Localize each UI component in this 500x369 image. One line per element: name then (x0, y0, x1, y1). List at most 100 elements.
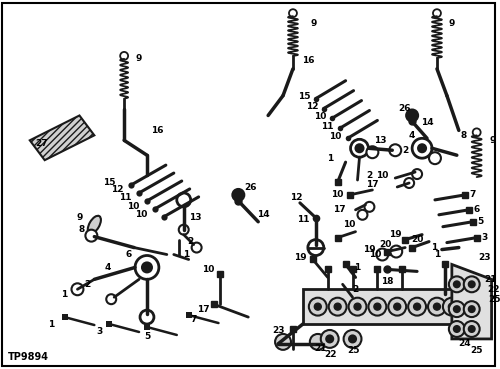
Circle shape (418, 144, 426, 152)
Text: 25: 25 (470, 346, 483, 355)
Text: 26: 26 (244, 183, 256, 193)
Text: 17: 17 (198, 305, 210, 314)
Text: 2: 2 (84, 280, 90, 289)
Text: 22: 22 (488, 285, 500, 294)
Text: 13: 13 (190, 213, 202, 222)
Text: 10: 10 (314, 112, 326, 121)
Circle shape (140, 310, 154, 324)
Text: 15: 15 (103, 177, 116, 186)
Circle shape (464, 276, 479, 292)
Bar (303, 289, 462, 324)
Text: 11: 11 (322, 122, 334, 131)
Text: 10: 10 (344, 220, 356, 229)
Text: 23: 23 (272, 327, 284, 335)
Text: 16: 16 (150, 126, 163, 135)
Circle shape (364, 202, 374, 212)
Text: TP9894: TP9894 (8, 352, 49, 362)
Circle shape (177, 193, 190, 207)
Circle shape (328, 298, 346, 315)
Circle shape (349, 335, 356, 342)
Circle shape (448, 303, 456, 310)
Text: 12: 12 (306, 102, 318, 111)
Circle shape (275, 334, 291, 350)
Circle shape (354, 303, 361, 310)
Circle shape (390, 246, 402, 258)
Circle shape (404, 178, 414, 188)
Text: 5: 5 (478, 217, 484, 226)
Text: 21: 21 (314, 344, 327, 354)
Text: 14: 14 (257, 210, 270, 219)
Text: 2: 2 (402, 146, 408, 155)
Text: 15: 15 (298, 92, 310, 101)
Text: 8: 8 (460, 131, 467, 140)
Text: 3: 3 (482, 233, 488, 242)
Circle shape (344, 330, 361, 348)
Text: 1: 1 (62, 290, 68, 299)
Text: 27: 27 (36, 139, 48, 148)
Text: 20: 20 (411, 235, 424, 244)
Circle shape (356, 144, 364, 152)
Text: 20: 20 (379, 240, 392, 249)
Circle shape (314, 303, 322, 310)
Circle shape (454, 326, 460, 332)
Text: 17: 17 (366, 180, 378, 190)
Circle shape (334, 303, 341, 310)
Circle shape (106, 294, 116, 304)
Circle shape (468, 306, 474, 312)
Text: 9: 9 (76, 213, 82, 222)
Text: 10: 10 (202, 265, 214, 274)
Text: 10: 10 (376, 170, 388, 180)
Text: 4: 4 (409, 131, 416, 140)
Text: 23: 23 (478, 253, 491, 262)
Circle shape (412, 169, 422, 179)
Circle shape (310, 334, 326, 350)
Text: 8: 8 (78, 225, 84, 234)
Text: 10: 10 (332, 190, 344, 199)
Text: 19: 19 (389, 230, 402, 239)
Circle shape (326, 335, 333, 342)
Circle shape (390, 144, 401, 156)
Text: 19: 19 (294, 253, 306, 262)
Circle shape (449, 321, 465, 337)
Text: 25: 25 (348, 346, 360, 355)
Text: 10: 10 (127, 202, 140, 211)
Text: 1: 1 (48, 320, 55, 328)
Text: 12: 12 (290, 193, 302, 203)
Circle shape (468, 326, 474, 332)
Text: 7: 7 (190, 314, 197, 324)
Circle shape (72, 283, 84, 295)
Text: 1: 1 (182, 250, 189, 259)
Text: 16: 16 (302, 56, 314, 65)
Text: 2: 2 (188, 237, 194, 246)
Text: 11: 11 (119, 193, 132, 203)
Circle shape (414, 303, 420, 310)
Text: 1: 1 (434, 250, 440, 259)
Text: 9: 9 (448, 18, 455, 28)
Ellipse shape (88, 216, 101, 234)
Circle shape (464, 301, 479, 317)
Text: 1: 1 (326, 154, 333, 163)
Circle shape (358, 210, 368, 220)
Circle shape (142, 262, 152, 272)
Circle shape (443, 298, 461, 315)
Text: 26: 26 (398, 104, 410, 113)
Circle shape (232, 189, 244, 201)
Text: 7: 7 (470, 190, 476, 199)
Text: 19: 19 (363, 245, 376, 254)
Circle shape (376, 249, 388, 261)
Text: 6: 6 (474, 205, 480, 214)
Circle shape (428, 298, 446, 315)
Circle shape (374, 303, 381, 310)
Text: 9: 9 (490, 136, 496, 145)
Circle shape (368, 298, 386, 315)
Circle shape (454, 281, 460, 287)
Text: 12: 12 (111, 186, 124, 194)
Text: 17: 17 (334, 205, 346, 214)
Text: 24: 24 (458, 339, 471, 348)
Circle shape (406, 110, 418, 121)
Text: 21: 21 (484, 275, 497, 284)
Circle shape (179, 225, 188, 235)
Text: 1: 1 (354, 263, 360, 272)
Circle shape (429, 152, 441, 164)
Circle shape (120, 52, 128, 60)
